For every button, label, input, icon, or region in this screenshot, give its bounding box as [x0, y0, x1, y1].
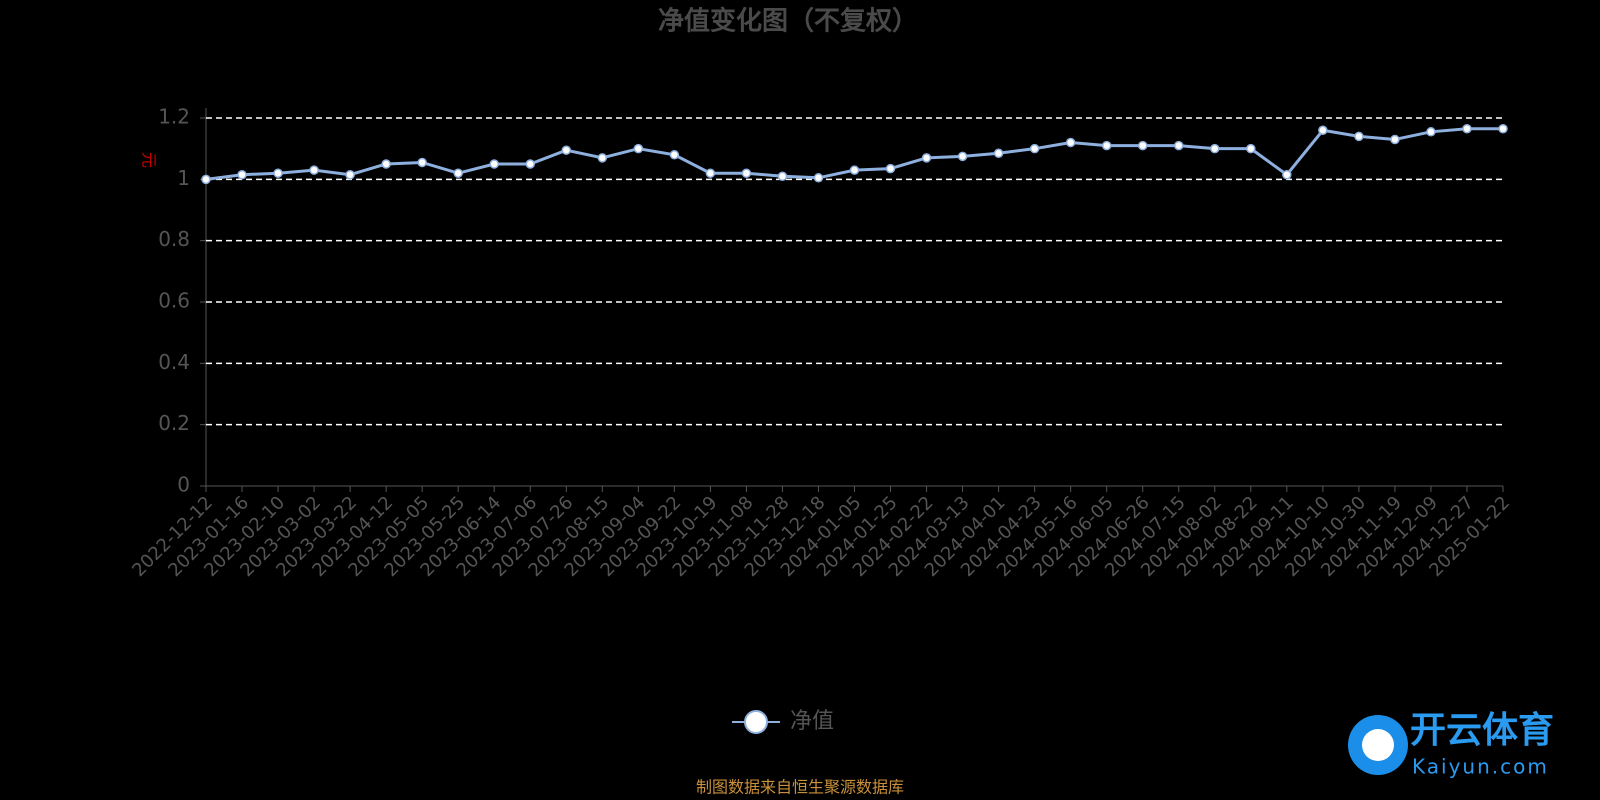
- y-tick-label: 0.2: [158, 411, 190, 435]
- point: [1498, 123, 1508, 134]
- point: [705, 168, 716, 178]
- logo-ball: [1362, 729, 1394, 761]
- point: [345, 169, 355, 180]
- y-axis-label: 元: [140, 152, 159, 168]
- point: [1101, 140, 1112, 151]
- point: [885, 163, 896, 174]
- y-tick-label: 0: [177, 473, 190, 497]
- point: [1354, 131, 1364, 142]
- point: [525, 159, 535, 169]
- point: [1390, 134, 1400, 145]
- point: [957, 151, 968, 162]
- point: [1210, 143, 1220, 154]
- y-tick-label: 1: [177, 166, 190, 190]
- point: [1065, 137, 1076, 148]
- y-tick-label: 0.8: [158, 227, 190, 251]
- point: [1174, 140, 1184, 151]
- point: [489, 159, 499, 169]
- point: [669, 150, 680, 160]
- point: [921, 153, 932, 163]
- point: [1318, 125, 1328, 136]
- watermark: 开云体育 Kaiyun.com: [1348, 710, 1554, 779]
- legend-marker: [744, 710, 768, 734]
- point: [813, 173, 824, 183]
- point: [741, 168, 752, 178]
- point: [1029, 143, 1040, 154]
- point: [777, 171, 788, 182]
- point: [1246, 143, 1256, 154]
- source-note: 制图数据来自恒生聚源数据库: [696, 778, 904, 797]
- brand: 开云体育: [1410, 710, 1554, 751]
- chart-title: 净值变化图（不复权）: [658, 6, 918, 37]
- point: [201, 174, 211, 185]
- point: [453, 168, 463, 178]
- point: [417, 157, 427, 168]
- point: [993, 148, 1004, 159]
- y-tick-label: 1.2: [158, 105, 190, 129]
- point: [1137, 140, 1148, 151]
- point: [273, 168, 283, 178]
- point: [561, 145, 572, 155]
- point: [1282, 169, 1292, 180]
- legend-label: 净值: [790, 709, 834, 734]
- point: [633, 143, 644, 154]
- point: [1462, 123, 1472, 134]
- point: [1426, 127, 1436, 137]
- point: [381, 159, 391, 169]
- point: [597, 153, 608, 163]
- point: [849, 165, 860, 175]
- point: [309, 165, 319, 175]
- point: [237, 169, 247, 180]
- brand-url: Kaiyun.com: [1412, 755, 1549, 779]
- y-tick-label: 0.4: [158, 350, 190, 374]
- y-tick-label: 0.6: [158, 289, 190, 313]
